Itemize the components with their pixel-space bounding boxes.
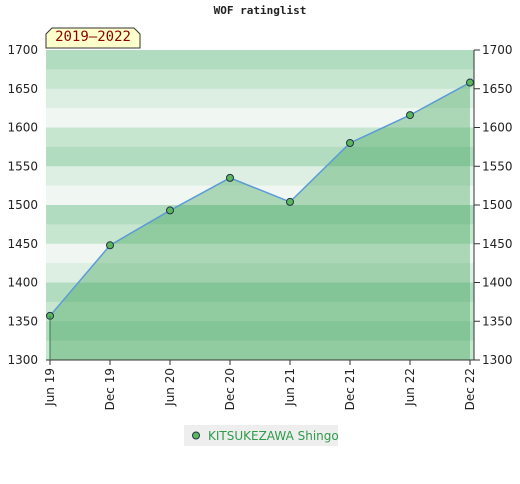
x-tick-label: Jun 20: [163, 368, 177, 407]
point: [406, 111, 414, 120]
x-tick-label: Jun 21: [283, 368, 297, 407]
band: [46, 108, 474, 128]
y2-tick-label: 1500: [482, 198, 513, 212]
x-tick-label: Dec 22: [463, 368, 477, 410]
point: [166, 206, 174, 215]
band: [46, 301, 474, 322]
band: [46, 340, 474, 361]
point: [226, 173, 234, 182]
y-tick-label: 1400: [7, 276, 38, 290]
y-tick-label: 1650: [7, 82, 38, 96]
x-tick-label: Jun 22: [403, 368, 417, 407]
band: [46, 50, 474, 70]
chart-title: WOF ratinglist: [214, 4, 307, 17]
point: [346, 139, 354, 147]
y-tick-label: 1300: [7, 353, 38, 367]
legend-label: KITSUKEZAWA Shingo: [208, 429, 339, 443]
band: [46, 282, 474, 303]
legend: [184, 425, 338, 446]
period-box: [45, 27, 141, 49]
point: [286, 197, 294, 206]
y2-tick-label: 1600: [482, 121, 513, 135]
series-line: [49, 81, 471, 317]
period-label: 2019–2022: [55, 29, 131, 45]
y2-tick-label: 1300: [482, 353, 513, 367]
band: [46, 224, 474, 245]
background-bands: [46, 50, 474, 361]
legend-marker: [192, 431, 200, 440]
x-tick-label: Dec 19: [103, 368, 117, 410]
band: [46, 166, 474, 187]
band: [46, 146, 474, 167]
band: [46, 88, 474, 109]
y2-tick-label: 1400: [482, 276, 513, 290]
band: [46, 185, 474, 206]
point: [466, 78, 474, 87]
band: [46, 127, 474, 148]
y2-tick-label: 1450: [482, 237, 513, 251]
band: [46, 243, 474, 264]
band: [46, 263, 474, 283]
y-tick-label: 1550: [7, 159, 38, 173]
y-tick-label: 1350: [7, 314, 38, 328]
y2-tick-label: 1550: [482, 159, 513, 173]
band: [46, 69, 474, 90]
x-tick-label: Jun 19: [43, 368, 57, 407]
y2-tick-label: 1700: [482, 43, 513, 57]
y2-tick-label: 1650: [482, 82, 513, 96]
band: [46, 321, 474, 342]
y-tick-label: 1700: [7, 43, 38, 57]
y2-tick-label: 1350: [482, 314, 513, 328]
x-tick-label: Dec 20: [223, 368, 237, 410]
area: [50, 82, 470, 361]
point: [106, 241, 114, 250]
y-tick-label: 1600: [7, 121, 38, 135]
x-tick-label: Dec 21: [343, 368, 357, 410]
y-tick-label: 1450: [7, 237, 38, 251]
y-tick-label: 1500: [7, 198, 38, 212]
